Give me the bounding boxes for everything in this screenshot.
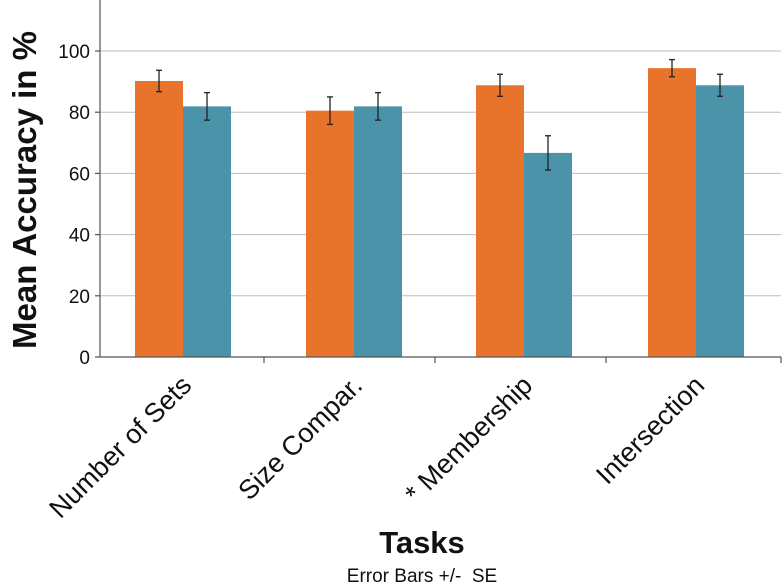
bar: [306, 110, 354, 357]
x-tick-labels: Number of Sets Size Compar. * Membership In…: [43, 370, 710, 524]
error-bar: [375, 91, 381, 121]
y-tick-label: 40: [69, 226, 90, 247]
y-tick-label: 80: [69, 103, 90, 124]
error-bars: [156, 58, 723, 171]
y-tick-label: 100: [58, 42, 90, 63]
category-label: Number of Sets: [43, 370, 197, 524]
error-bar: [204, 91, 210, 121]
error-bar: [669, 58, 675, 78]
y-tick-label: 20: [69, 287, 90, 308]
bar: [696, 85, 744, 357]
error-bar: [717, 73, 723, 97]
bar: [524, 152, 572, 357]
error-bar: [497, 73, 503, 97]
bar: [476, 85, 524, 357]
error-bar: [327, 96, 333, 126]
y-tick-label: 60: [69, 164, 90, 185]
axes: [95, 0, 782, 363]
error-bar: [156, 69, 162, 93]
category-label: Intersection: [590, 370, 710, 490]
category-label: * Membership: [399, 370, 538, 509]
y-axis-label: Mean Accuracy in %: [6, 31, 43, 349]
category-label: Size Compar.: [232, 370, 368, 506]
error-bar-note: Error Bars +/- SE: [347, 566, 497, 587]
bars: [135, 68, 744, 358]
bar: [648, 68, 696, 358]
bar: [135, 80, 183, 357]
bar: [354, 106, 402, 357]
y-tick-labels: 0 20 40 60 80 100: [58, 42, 90, 369]
error-bar: [545, 135, 551, 171]
y-tick-label: 0: [79, 348, 90, 369]
x-axis-label: Tasks: [379, 525, 465, 560]
bar: [183, 106, 231, 357]
